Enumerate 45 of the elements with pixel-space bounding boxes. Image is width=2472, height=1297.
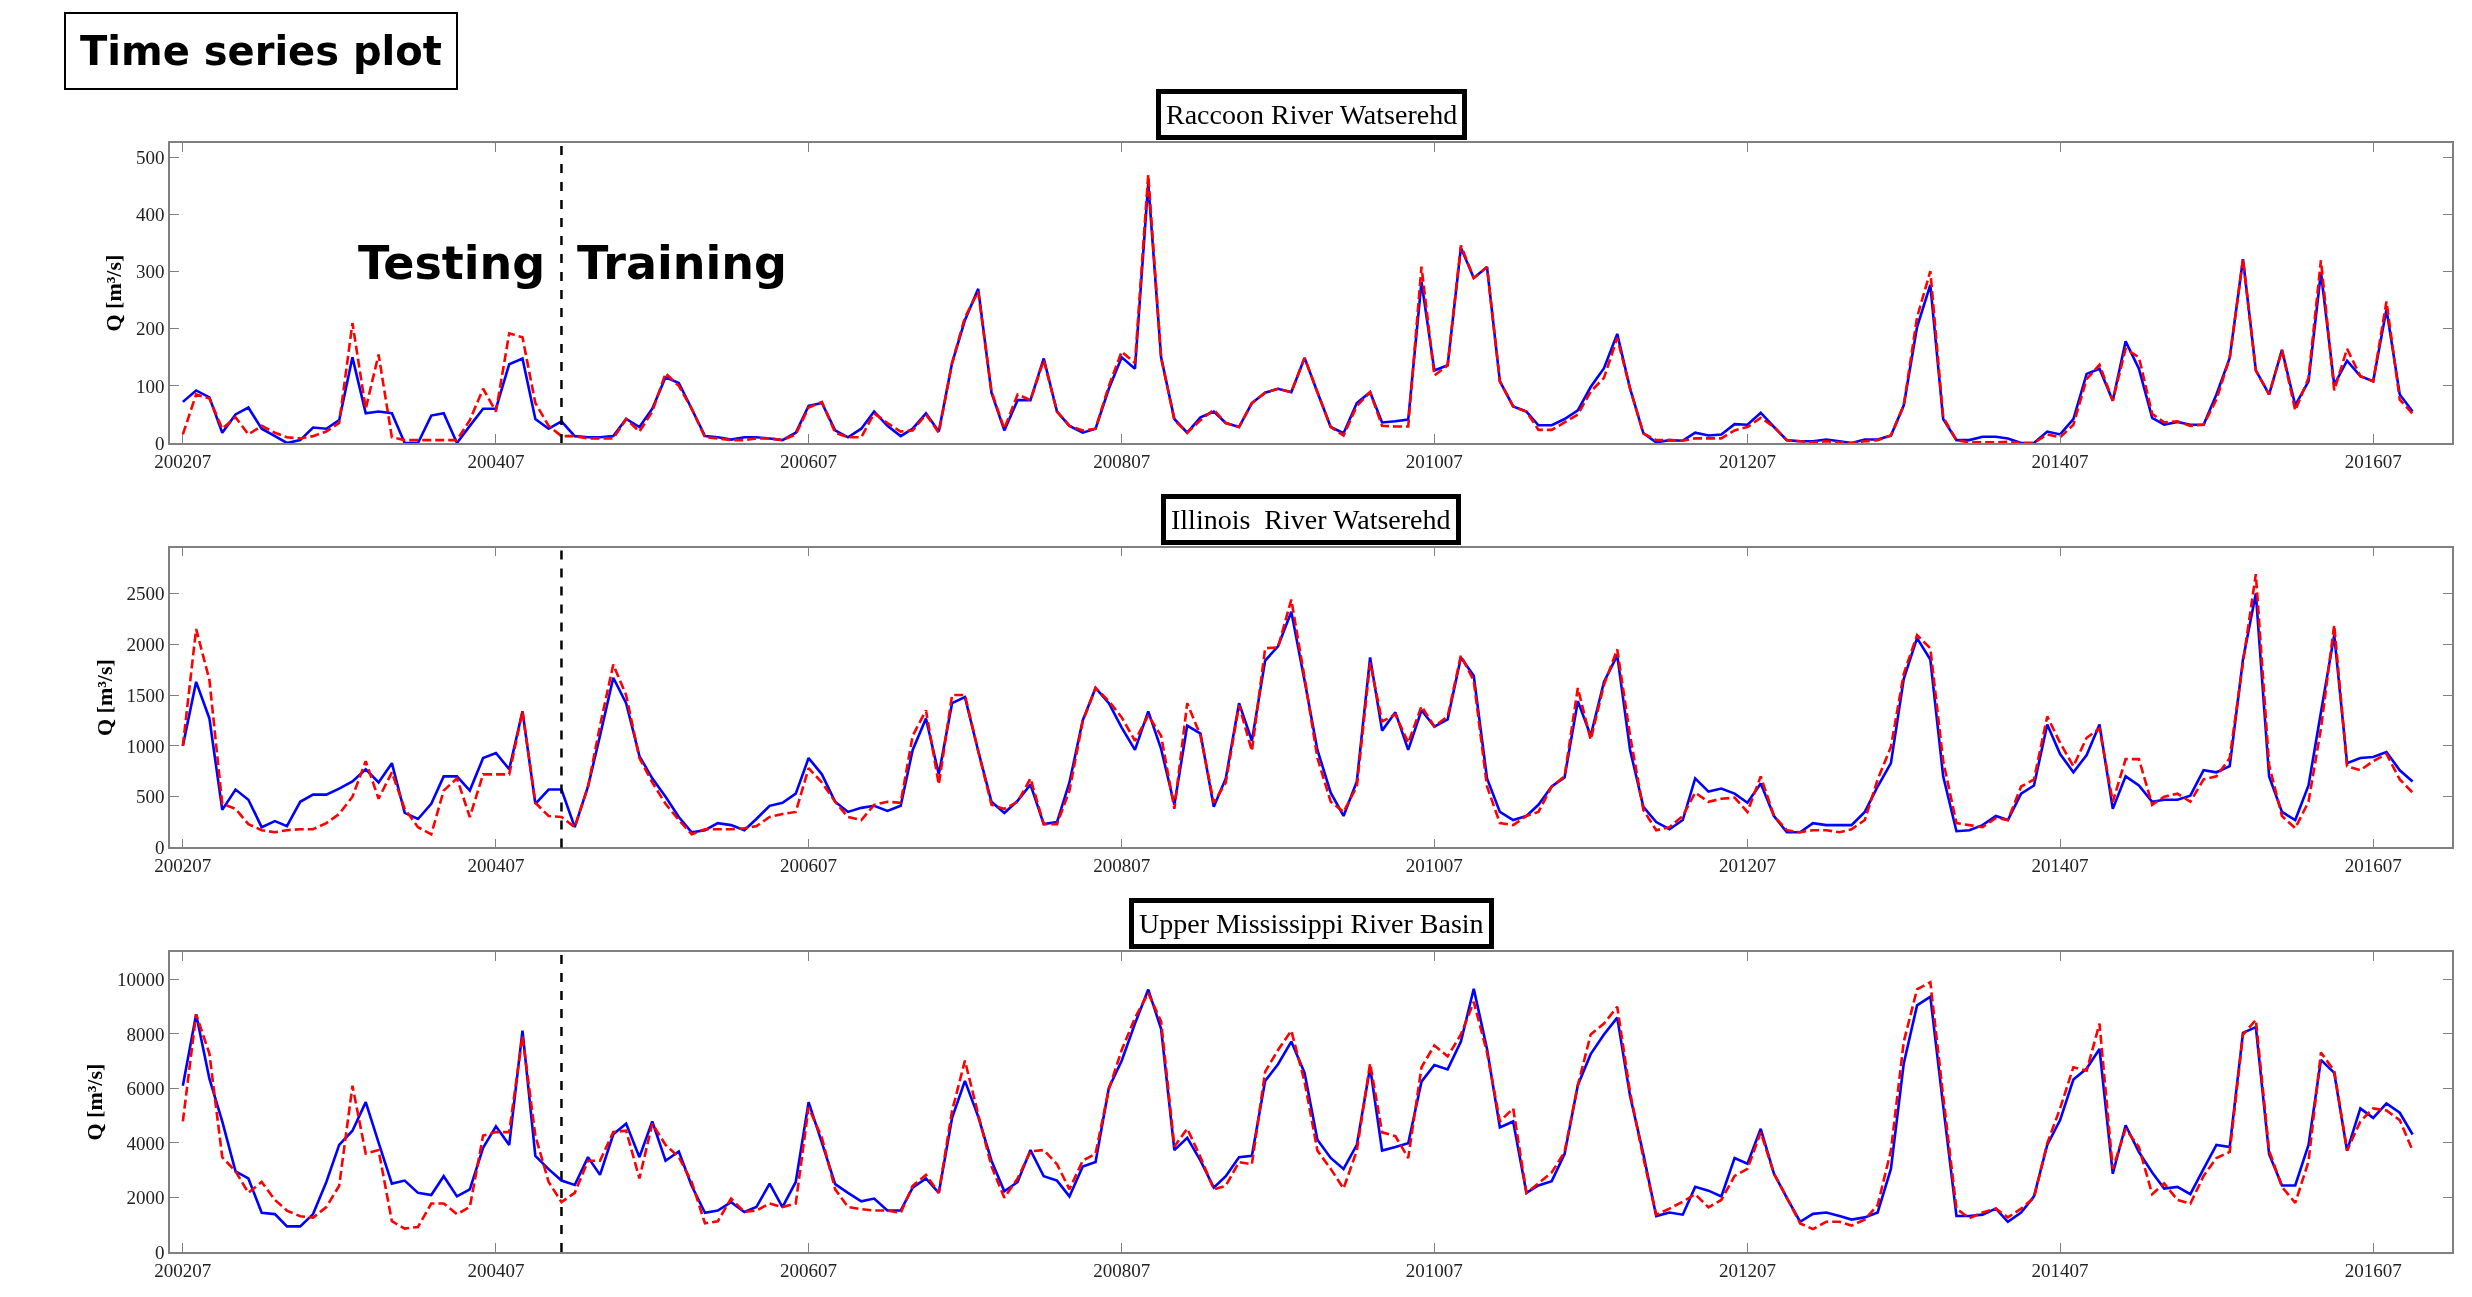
x-tick-label: 200607 [780,450,838,472]
x-tick-label: 201607 [2344,450,2402,472]
y-tick-label: 2500 [126,583,165,605]
x-tick-label: 201607 [2344,855,2402,877]
x-tick-label: 201407 [2031,855,2089,877]
y-tick-label: 2000 [126,1187,165,1209]
x-tick-label: 201407 [2031,1259,2089,1281]
y-tick-label: 300 [135,261,165,283]
x-tick-label: 201207 [1718,855,1776,877]
x-tick-label: 200807 [1093,450,1151,472]
y-tick-label: 100 [135,375,165,397]
chart-title: Upper Mississippi River Basin [1139,908,1484,939]
chart-title: Illinois River Watserehd [1171,504,1451,535]
x-tick-label: 201207 [1718,1259,1776,1281]
y-tick-label: 1000 [126,735,165,757]
y-tick-label: 10000 [116,969,165,991]
x-tick-label: 201007 [1405,855,1463,877]
x-tick-label: 200407 [467,450,525,472]
x-tick-label: 201207 [1718,450,1776,472]
annotation: Training [577,236,788,290]
y-tick-label: 500 [135,147,165,169]
x-tick-label: 201007 [1405,450,1463,472]
x-tick-label: 200407 [467,1259,525,1281]
x-tick-label: 201007 [1405,1259,1463,1281]
y-tick-label: 500 [135,786,165,808]
y-tick-label: 2000 [126,633,165,655]
x-tick-label: 201407 [2031,450,2089,472]
y-tick-label: 6000 [126,1078,165,1100]
x-tick-label: 201607 [2344,1259,2402,1281]
x-tick-label: 200807 [1093,855,1151,877]
y-tick-label: 1500 [126,684,165,706]
x-tick-label: 200607 [780,855,838,877]
y-tick-label: 4000 [126,1132,165,1154]
y-axis-title: Q [m³/s] [101,254,127,332]
text: Time series plot [80,28,442,74]
y-tick-label: 200 [135,318,165,340]
chart-title: Raccoon River Watserehd [1166,99,1458,130]
annotation: Testing [358,236,546,290]
x-tick-label: 200807 [1093,1259,1151,1281]
y-axis-title: Q [m³/s] [82,1063,108,1141]
x-tick-label: 200607 [780,1259,838,1281]
y-tick-label: 8000 [126,1023,165,1045]
y-axis-title: Q [m³/s] [91,659,117,737]
y-tick-label: 400 [135,204,165,226]
x-tick-label: 200407 [467,855,525,877]
